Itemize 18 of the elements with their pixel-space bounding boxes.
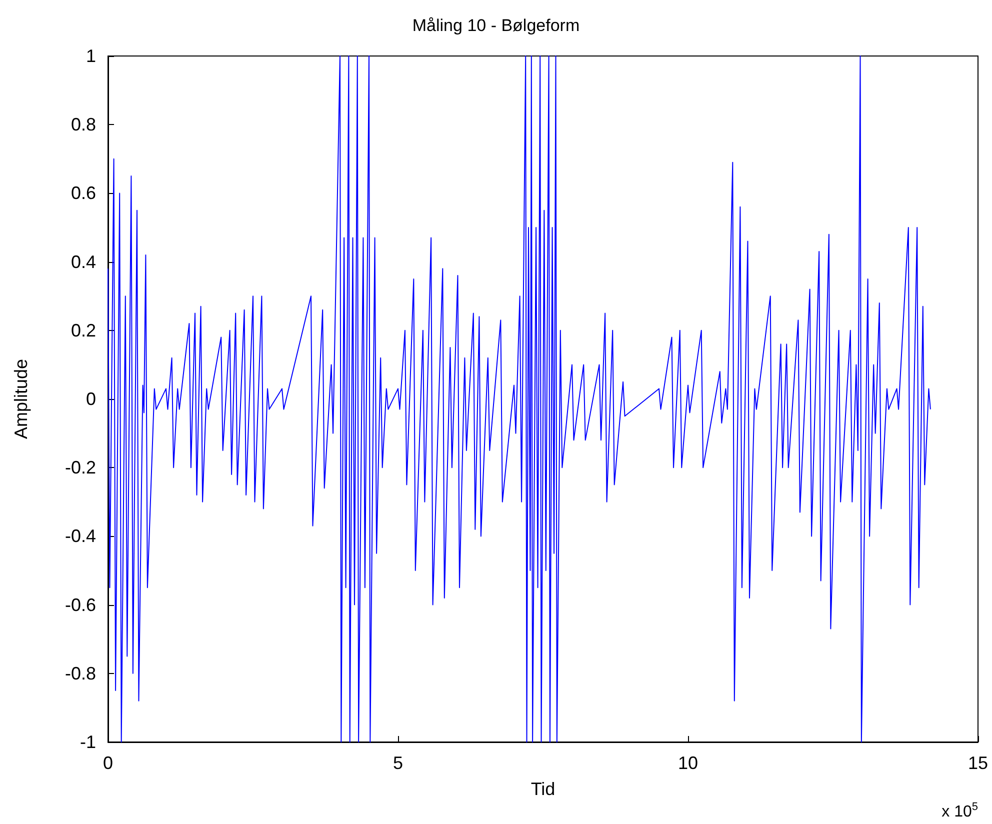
y-tick-label: 0.4 xyxy=(70,252,96,272)
chart-title: Måling 10 - Bølgeform xyxy=(412,16,580,35)
x-axis-title: Tid xyxy=(530,779,556,799)
y-tick-label: 0.2 xyxy=(70,320,96,340)
y-tick-label: -0.8 xyxy=(64,663,96,684)
x-tick-label: 15 xyxy=(968,753,988,773)
y-tick-label: -0.2 xyxy=(64,458,96,478)
y-axis-title: Amplitude xyxy=(11,358,31,440)
y-tick-label: -0.6 xyxy=(64,594,96,615)
y-tick-label: -0.4 xyxy=(64,526,96,546)
y-tick-label: 0.6 xyxy=(70,183,96,204)
y-tick-label: 0 xyxy=(86,389,96,409)
x-tick-label: 10 xyxy=(678,753,698,773)
y-tick-label: -1 xyxy=(80,732,96,752)
x-tick-label: 5 xyxy=(392,753,404,773)
y-tick-label: 0.8 xyxy=(70,114,96,135)
y-tick-label: 1 xyxy=(86,46,96,66)
x-tick-label: 0 xyxy=(102,753,114,773)
